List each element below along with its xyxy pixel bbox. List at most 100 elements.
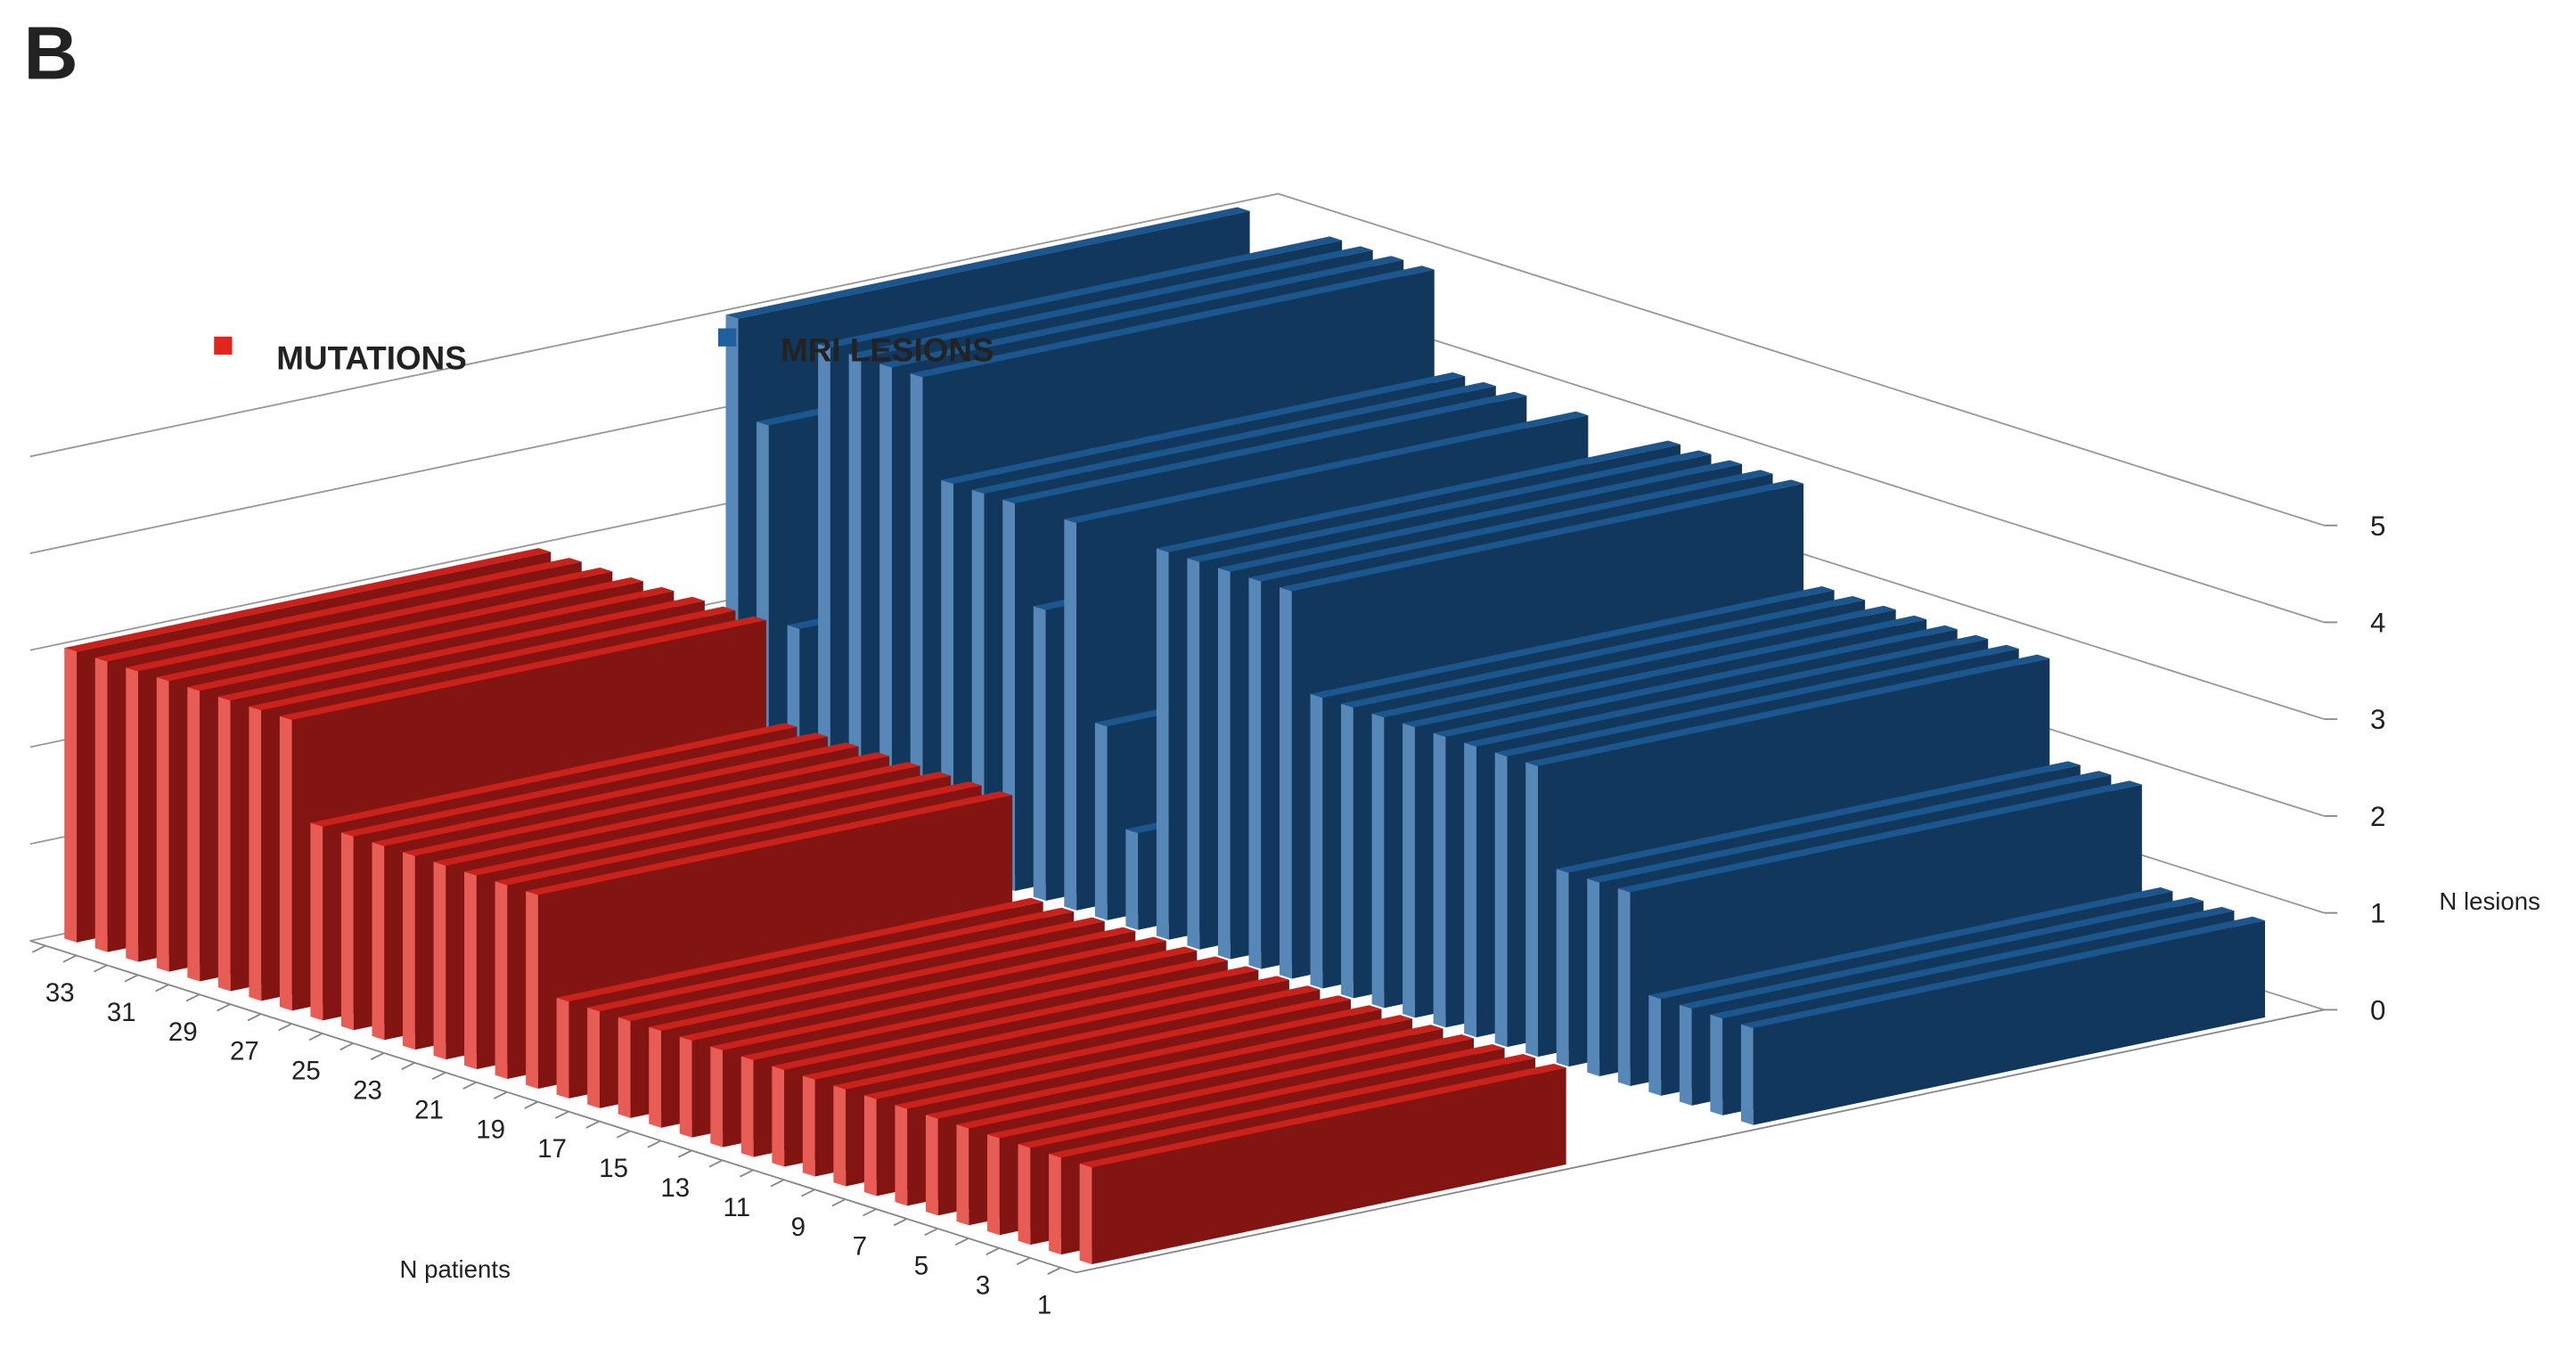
bar-top [495, 781, 982, 886]
bar-top [1248, 470, 1773, 582]
bar-top [1740, 916, 2265, 1029]
x-tick-label: 31 [107, 998, 136, 1027]
bar-side [94, 658, 108, 952]
bar-side [1556, 869, 1569, 1067]
bar-top [1710, 906, 2235, 1019]
bar-side [910, 373, 923, 862]
bar-side [1018, 1144, 1031, 1246]
bar-top [941, 372, 1466, 485]
x-tick [401, 1062, 415, 1071]
x-tick [1016, 1256, 1031, 1266]
bar-top [1433, 625, 1958, 738]
bar-side [956, 1124, 969, 1226]
legend-label: MRI LESIONS [781, 331, 994, 368]
bar-top [1464, 634, 1989, 748]
bar-top [1525, 654, 2050, 766]
bar-top [1018, 1043, 1505, 1148]
bar-top [863, 995, 1351, 1099]
bar-top [126, 568, 613, 672]
legend-swatch [718, 328, 737, 347]
bar-top [1587, 771, 2112, 883]
x-tick [678, 1149, 692, 1158]
x-tick [94, 964, 108, 973]
bar-side [372, 842, 385, 1041]
x-tick-label: 19 [476, 1115, 505, 1144]
x-tick [831, 1198, 846, 1207]
bar-side [833, 1085, 846, 1187]
bar-side [64, 648, 78, 943]
bar-top [372, 742, 859, 846]
x-tick-label: 21 [414, 1095, 444, 1124]
bar-side [1156, 548, 1169, 940]
legend-label: MUTATIONS [276, 340, 467, 377]
y-axis-label: N lesions [2439, 887, 2540, 915]
bar-top [1679, 896, 2204, 1009]
bar-side [1280, 587, 1292, 979]
x-tick-label: 15 [599, 1154, 628, 1183]
bar-side [1187, 558, 1200, 950]
x-tick-label: 27 [230, 1037, 259, 1066]
bar-side [925, 1115, 938, 1216]
bar-top [1341, 595, 1866, 708]
bar-side [895, 1105, 908, 1206]
bar-top [1187, 450, 1712, 562]
bar-side [879, 364, 892, 853]
bar-top [587, 907, 1075, 1012]
bar-side [1617, 888, 1631, 1086]
bar-side [649, 1026, 662, 1128]
floor-edge [29, 940, 2325, 1274]
bar-top [403, 752, 890, 856]
x-tick-label: 23 [353, 1075, 382, 1105]
grid-line [29, 192, 2325, 527]
bar-side [987, 1134, 1000, 1236]
bar-side [279, 715, 292, 1011]
x-tick-label: 13 [660, 1173, 690, 1203]
bar-top [1049, 1053, 1536, 1158]
x-tick [308, 1033, 323, 1042]
bar-top [649, 927, 1136, 1032]
bar-front [1092, 1067, 1566, 1265]
bar-side [848, 354, 862, 843]
x-tick [462, 1081, 477, 1090]
x-tick [585, 1120, 601, 1129]
bar-top [433, 762, 920, 866]
bar [1740, 916, 2265, 1125]
bar-side [217, 696, 231, 992]
x-tick-label: 29 [168, 1017, 198, 1047]
bar-side [249, 706, 262, 1001]
y-tick-label: 5 [2370, 511, 2385, 542]
bar-top [464, 772, 952, 876]
bar-side [187, 686, 200, 982]
x-tick [247, 1013, 262, 1022]
x-tick [185, 993, 200, 1002]
bar-side [1710, 1014, 1723, 1115]
bar-side [1094, 723, 1108, 920]
bar-side [1079, 1163, 1092, 1265]
bar-side [863, 1095, 877, 1197]
bar-top [187, 586, 675, 691]
bar-side [310, 822, 323, 1021]
x-tick [954, 1238, 969, 1246]
bar-top [1371, 605, 1896, 718]
x-tick-label: 7 [853, 1232, 867, 1262]
bar-side [526, 891, 538, 1089]
bar-top [1280, 479, 1804, 592]
panel-label: B [23, 10, 78, 94]
x-tick [893, 1218, 908, 1227]
bar-side [156, 677, 169, 972]
bar-side [126, 667, 139, 962]
bar [1079, 1063, 1566, 1265]
bar-side [772, 1066, 785, 1167]
bar-top [910, 266, 1435, 378]
bar-top [64, 548, 552, 652]
x-tick-label: 9 [791, 1213, 806, 1242]
x-tick [554, 1110, 569, 1119]
bar-side [1648, 994, 1662, 1096]
bar-side [1740, 1024, 1754, 1125]
bar-top [1064, 411, 1589, 523]
bar-side [1310, 693, 1323, 989]
x-tick [493, 1091, 508, 1099]
y-tick-label: 0 [2370, 994, 2385, 1025]
bar-side [1679, 1004, 1692, 1106]
x-tick [770, 1179, 785, 1188]
